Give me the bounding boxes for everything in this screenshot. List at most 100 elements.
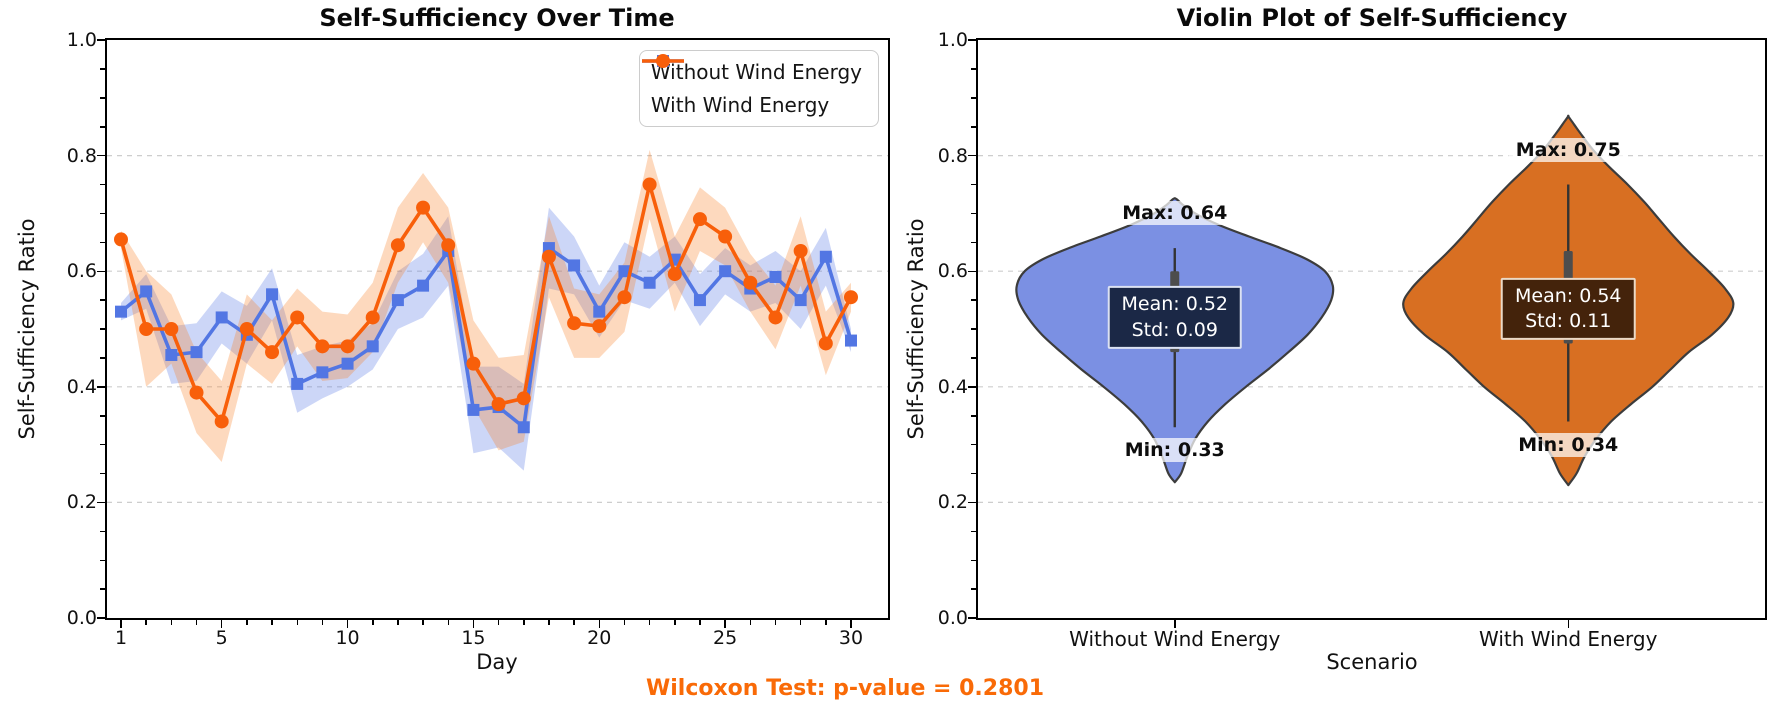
tick-mark [447,620,450,625]
marker-circle [265,345,280,360]
tick-mark [296,620,298,625]
tick-mark [97,270,105,272]
tick-mark [674,620,676,625]
line-plot-area: Without Wind Energy With Wind Energy [105,38,890,620]
legend-line-circle-icon [641,54,684,68]
tick-label: 20 [587,627,612,649]
marker-square [719,265,732,278]
marker-circle [743,275,758,290]
marker-circle [416,200,431,215]
marker-square [693,294,706,307]
tick-label: 0.0 [937,607,968,629]
tick-mark [497,620,500,625]
tick-mark [100,299,105,301]
annotation-mean-std-with-wind: Mean: 0.54 Std: 0.11 [1500,277,1636,340]
marker-square [769,270,782,283]
marker-square [417,279,430,292]
tick-label: 0.8 [66,144,97,167]
tick-mark [100,472,105,475]
violin-plot-area: Max: 0.64 Mean: 0.52 Std: 0.09 Min: 0.33… [976,38,1767,620]
marker-circle [768,310,783,325]
marker-circle [466,356,481,371]
tick-label: 0.6 [937,260,968,283]
mean-label: Mean: 0.54 [1514,284,1622,307]
tick-label: 1 [114,627,128,649]
marker-square [391,294,404,307]
annotation-mean-std-without-wind: Mean: 0.52 Std: 0.09 [1107,286,1243,349]
tick-mark [774,620,777,625]
tick-label: 1.0 [937,29,968,51]
annotation-max-with-wind: Max: 0.75 [1508,137,1628,162]
marker-circle [843,290,858,305]
tick-mark [968,270,976,272]
marker-circle [541,249,556,264]
marker-circle [718,229,733,244]
tick-label: 0.0 [66,607,97,629]
marker-square [517,421,530,434]
std-label: Std: 0.11 [1525,309,1612,332]
tick-mark [97,386,105,388]
violin-chart-title: Violin Plot of Self-Sufficiency [1176,4,1568,32]
marker-square [844,334,857,347]
line-chart-title: Self-Sufficiency Over Time [319,4,675,32]
tick-label: 25 [713,627,738,649]
marker-circle [516,391,531,406]
violin-chart-canvas [978,114,1765,503]
marker-square [140,285,153,298]
category-label: With Wind Energy [1479,627,1658,651]
marker-circle [239,322,254,336]
marker-circle [617,290,632,305]
tick-mark [97,501,105,504]
marker-circle [491,397,506,412]
tick-mark [145,620,147,625]
marker-square [115,305,127,318]
tick-mark [573,620,575,625]
tick-label: 10 [335,627,360,649]
marker-square [266,288,279,301]
tick-mark [1174,620,1176,628]
tick-mark [422,620,424,625]
tick-mark [100,443,105,446]
marker-square [643,276,656,289]
tick-mark [100,241,105,244]
violin-chart-ylabel: Self-Sufficiency Ratio [904,218,928,440]
tick-mark [724,620,726,628]
tick-mark [321,620,324,625]
tick-mark [971,588,976,590]
tick-mark [100,68,105,70]
annotation-min-with-wind: Min: 0.34 [1511,432,1626,457]
marker-square [794,294,807,307]
tick-mark [971,328,976,330]
wilcoxon-note: Wilcoxon Test: p-value = 0.2801 [645,676,1045,701]
tick-mark [100,415,105,417]
tick-mark [623,620,626,625]
tick-label: 0.4 [937,375,968,398]
tick-mark [971,559,976,561]
tick-mark [100,530,105,533]
marker-circle [290,310,305,325]
tick-mark [971,357,976,359]
tick-mark [971,415,976,417]
tick-mark [971,443,976,446]
tick-mark [971,212,976,215]
marker-square [316,366,329,379]
marker-circle [214,414,229,429]
tick-mark [548,620,550,625]
tick-label: 0.6 [66,260,97,283]
tick-mark [850,620,852,628]
confidence-band-1 [121,149,851,462]
tick-mark [100,357,105,359]
tick-mark [100,212,105,215]
marker-circle [390,238,405,253]
tick-mark [97,154,105,157]
tick-mark [271,620,273,625]
marker-circle [793,243,808,258]
tick-mark [971,530,976,533]
tick-label: 0.2 [66,491,97,514]
std-label: Std: 0.09 [1131,318,1218,341]
tick-label: 0.4 [66,375,97,398]
tick-mark [971,183,976,186]
marker-square [190,346,203,359]
marker-circle [592,319,607,334]
